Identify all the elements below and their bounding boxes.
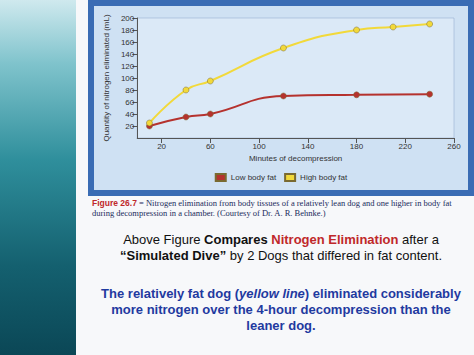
svg-text:100: 100 — [121, 74, 135, 83]
svg-text:180: 180 — [350, 142, 364, 151]
svg-text:Quantity of nitrogen eliminate: Quantity of nitrogen eliminated (mL) — [102, 14, 111, 142]
svg-text:140: 140 — [121, 50, 135, 59]
svg-text:100: 100 — [252, 142, 266, 151]
svg-text:20: 20 — [157, 142, 166, 151]
svg-text:160: 160 — [121, 38, 135, 47]
svg-text:140: 140 — [301, 142, 315, 151]
svg-text:80: 80 — [125, 86, 134, 95]
svg-text:40: 40 — [125, 110, 134, 119]
svg-text:60: 60 — [125, 98, 134, 107]
svg-text:Low body fat: Low body fat — [231, 173, 277, 182]
html-text:The relatively fat dog (yellow: The relatively fat dog (yellow line) eli… — [101, 286, 461, 333]
svg-text:200: 200 — [121, 14, 135, 23]
svg-text:60: 60 — [206, 142, 215, 151]
svg-text:High body fat: High body fat — [300, 173, 348, 182]
svg-text:20: 20 — [125, 122, 134, 131]
html-text:“Simulated Dive” by 2 Dogs tha: “Simulated Dive” by 2 Dogs that differed… — [120, 248, 442, 263]
svg-text:Minutes of decompression: Minutes of decompression — [249, 154, 342, 163]
html-text:Figure 26.7 = Nitrogen elimina: Figure 26.7 = Nitrogen elimination from … — [92, 198, 452, 218]
html-text:Above Figure Compares Nitrogen: Above Figure Compares Nitrogen Eliminati… — [123, 232, 439, 247]
svg-text:120: 120 — [121, 62, 135, 71]
svg-text:260: 260 — [447, 142, 461, 151]
svg-text:220: 220 — [399, 142, 413, 151]
svg-text:180: 180 — [121, 26, 135, 35]
